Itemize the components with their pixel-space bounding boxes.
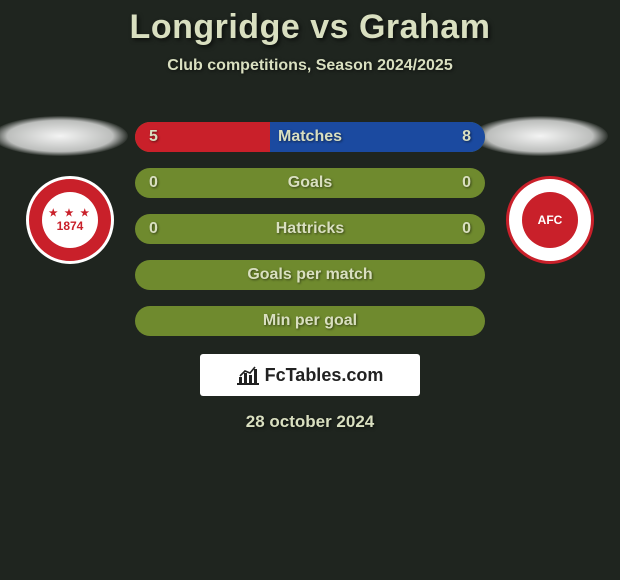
stat-bar-label: Matches [278, 128, 342, 146]
page-title: Longridge vs Graham [0, 0, 620, 47]
stat-bar: Min per goal [135, 306, 485, 336]
stat-bar-left-value: 0 [149, 174, 158, 192]
stat-bar-label: Min per goal [263, 312, 357, 330]
stat-bar-left-value: 0 [149, 220, 158, 238]
left-halo [0, 116, 128, 156]
stat-bar: Goals per match [135, 260, 485, 290]
brand-text: FcTables.com [265, 365, 384, 386]
stat-bar-right-value: 0 [462, 174, 471, 192]
brand-box: FcTables.com [200, 354, 420, 396]
stat-bar: Matches 5 8 [135, 122, 485, 152]
left-crest-stars: ★ ★ ★ [49, 208, 91, 219]
right-crest-inner: AFC [522, 192, 578, 248]
left-crest-inner: ★ ★ ★ 1874 [42, 192, 98, 248]
right-halo [472, 116, 608, 156]
left-crest-label: 1874 [57, 219, 84, 233]
stat-bar: Hattricks 0 0 [135, 214, 485, 244]
left-club-crest: ★ ★ ★ 1874 [26, 176, 114, 264]
stat-bar-left-value: 5 [149, 128, 158, 146]
right-club-crest: AFC [506, 176, 594, 264]
stat-bar-label: Goals per match [247, 266, 372, 284]
stat-bar-label: Hattricks [276, 220, 344, 238]
stat-bar-right-value: 8 [462, 128, 471, 146]
right-crest-label: AFC [538, 213, 563, 227]
page-subtitle: Club competitions, Season 2024/2025 [0, 57, 620, 75]
stat-bar-right-value: 0 [462, 220, 471, 238]
comparison-bars: Matches 5 8 Goals 0 0 Hattricks 0 0 Goals per mat… [135, 122, 485, 352]
brand-chart-icon [237, 365, 259, 385]
stat-bar-label: Goals [288, 174, 332, 192]
date-text: 28 october 2024 [0, 412, 620, 432]
stat-bar: Goals 0 0 [135, 168, 485, 198]
